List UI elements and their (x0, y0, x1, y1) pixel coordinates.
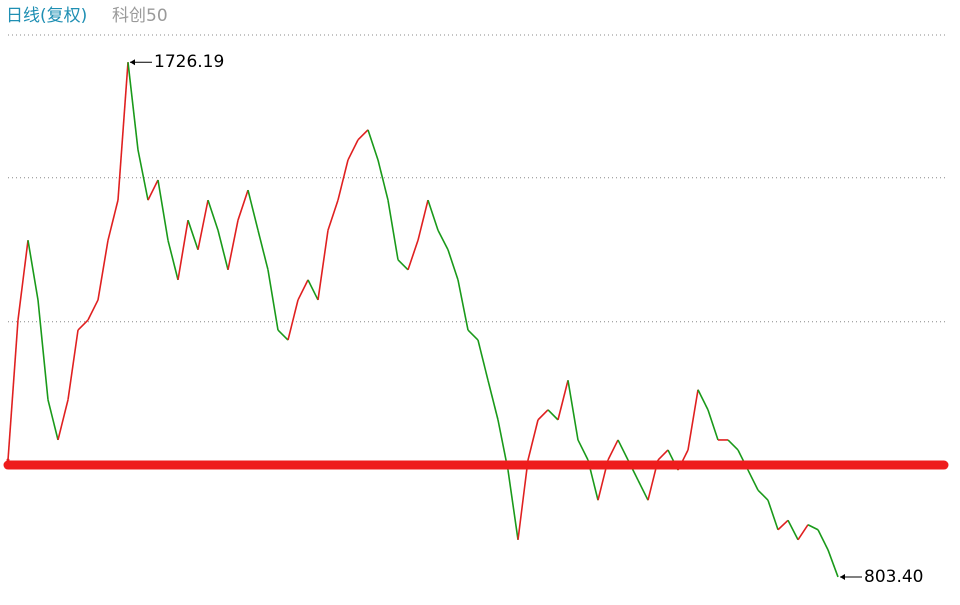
price-segment (167, 240, 179, 281)
price-segment (817, 529, 829, 551)
price-segment (87, 299, 99, 321)
price-segment (697, 389, 709, 411)
price-segment (97, 240, 109, 301)
price-segment (117, 62, 129, 201)
price-segment (447, 249, 459, 281)
price-segment (47, 399, 59, 441)
price-segment (187, 219, 199, 251)
price-segment (797, 524, 809, 541)
price-segment (197, 199, 209, 250)
price-segment (267, 269, 279, 331)
price-segment (247, 189, 259, 231)
price-segment (277, 329, 289, 341)
price-segment (297, 279, 309, 301)
price-segment (617, 439, 629, 461)
value-label: 1726.19 (154, 52, 224, 72)
chart-subtitle: 科创50 (112, 6, 168, 26)
price-segment (807, 524, 819, 531)
price-segment (767, 499, 779, 531)
price-segment (107, 199, 119, 241)
price-segment (827, 549, 839, 578)
price-segment (507, 469, 519, 540)
price-segment (567, 380, 579, 441)
price-segment (147, 179, 159, 201)
price-segment (317, 230, 329, 301)
price-segment (17, 240, 29, 321)
price-segment (727, 439, 739, 451)
value-label: 803.40 (864, 567, 923, 587)
price-segment (27, 240, 39, 301)
price-segment (137, 149, 149, 201)
price-segment (537, 409, 549, 421)
price-segment (177, 220, 189, 281)
price-segment (517, 459, 529, 540)
price-segment (367, 129, 379, 161)
price-segment (467, 329, 479, 341)
price-segment (477, 339, 489, 381)
price-segment (67, 329, 79, 400)
label-arrowhead (130, 59, 135, 66)
price-segment (487, 380, 499, 421)
price-segment (237, 189, 249, 221)
price-segment (7, 319, 19, 461)
price-segment (747, 469, 759, 491)
chart-title: 日线(复权) (6, 6, 87, 26)
price-segment (407, 240, 419, 271)
price-segment (327, 199, 339, 231)
price-segment (257, 230, 269, 271)
price-segment (207, 199, 219, 231)
price-segment (577, 439, 589, 461)
price-segment (37, 299, 49, 400)
price-segment (637, 479, 649, 501)
price-segment (557, 380, 569, 421)
price-segment (77, 319, 89, 331)
price-segment (657, 449, 669, 461)
price-segment (377, 159, 389, 201)
price-segment (347, 139, 359, 161)
price-segment (437, 229, 449, 251)
price-segment (397, 259, 409, 271)
price-segment (357, 129, 369, 141)
price-segment (787, 519, 799, 541)
price-segment (287, 299, 299, 341)
price-segment (757, 489, 769, 501)
price-segment (387, 199, 399, 260)
price-segment (337, 159, 349, 201)
price-segment (157, 179, 169, 241)
price-segment (417, 199, 429, 241)
price-segment (687, 389, 699, 451)
price-segment (57, 399, 69, 441)
price-segment (707, 409, 719, 441)
price-segment (457, 279, 469, 331)
price-segment (127, 62, 139, 150)
price-segment (777, 519, 789, 531)
price-segment (527, 419, 539, 461)
price-segment (607, 439, 619, 461)
price-segment (547, 409, 559, 421)
price-segment (307, 279, 319, 301)
price-segment (217, 230, 229, 271)
label-arrowhead (840, 573, 845, 580)
price-segment (427, 199, 439, 231)
price-segment (227, 220, 239, 270)
